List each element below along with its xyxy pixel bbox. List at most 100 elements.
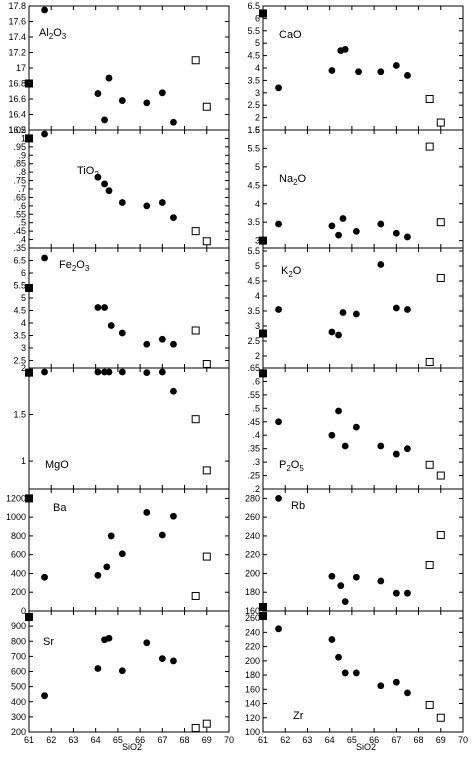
y-tick-label: .35: [247, 444, 260, 454]
x-tick-label: 61: [24, 735, 34, 745]
y-tick-label: 4: [21, 318, 26, 328]
y-tick-label: .75: [13, 176, 26, 186]
circle-point: [377, 442, 385, 450]
y-tick-label: 400: [11, 568, 26, 578]
panel-1: 1.5 2 2.5 3 3.5 4 4.5 5 5.5 6 6.5 CaO: [247, 1, 464, 135]
y-tick-label: .35: [13, 243, 26, 253]
y-tick-label: 1.5: [247, 125, 260, 135]
circle-point: [275, 220, 282, 228]
panel-label: Zr: [293, 710, 304, 722]
circle-point: [101, 180, 108, 188]
open-square-point: [425, 358, 434, 366]
open-square-point: [191, 415, 200, 424]
y-tick-label: 100: [245, 727, 260, 737]
y-tick-label: .5: [18, 218, 26, 228]
y-tick-label: 200: [11, 587, 26, 597]
y-tick-label: 260: [245, 613, 260, 623]
circle-point: [339, 309, 347, 316]
y-tick-label: 900: [11, 621, 26, 631]
y-tick-label: 4.5: [247, 51, 260, 61]
y-tick-label: 5.5: [13, 281, 26, 291]
y-tick-label: 16.4: [8, 110, 26, 120]
circle-point: [170, 214, 177, 222]
open-square-point: [436, 530, 445, 539]
circle-point: [328, 222, 336, 230]
y-tick-label: 5.5: [247, 246, 260, 256]
open-square-point: [425, 142, 434, 151]
y-tick-label: .4: [252, 430, 260, 440]
circle-point: [94, 173, 102, 181]
open-square-point: [202, 102, 211, 111]
filled-square-point: [259, 329, 267, 338]
circle-point: [341, 442, 349, 450]
y-tick-label: .55: [247, 390, 260, 400]
x-tick-label: 63: [68, 735, 78, 745]
panel-frame: [28, 610, 230, 733]
x-axis-label-left: SiO2: [122, 742, 142, 752]
panel-frame: [28, 5, 230, 131]
y-tick-label: 4: [255, 63, 260, 73]
circle-point: [170, 512, 177, 520]
y-tick-label: 16.8: [8, 79, 26, 89]
circle-point: [170, 340, 177, 348]
y-tick-label: 4.5: [13, 306, 26, 316]
circle-point: [335, 331, 342, 339]
circle-point: [352, 228, 360, 235]
circle-point: [337, 582, 345, 590]
panel-label: CaO: [279, 29, 302, 41]
y-tick-label: 17.8: [8, 1, 26, 11]
x-tick-label: 69: [436, 735, 446, 745]
y-tick-label: .25: [247, 471, 260, 481]
circle-point: [158, 335, 166, 343]
circle-point: [94, 368, 102, 376]
panel-frame: [262, 610, 464, 733]
y-tick-label: 240: [245, 627, 260, 637]
panel-7: .2 .25 .3 .35 .4 .45 .5 .55 .6 .65 P2O5: [247, 363, 464, 494]
circle-point: [101, 304, 108, 311]
x-tick-label: 67: [157, 735, 167, 745]
y-tick-label: .9: [18, 150, 26, 160]
x-tick-label: 63: [302, 735, 312, 745]
circle-point: [341, 598, 349, 606]
circle-point: [158, 368, 166, 376]
y-tick-label: .7: [18, 184, 26, 194]
y-tick-label: 5: [255, 38, 260, 48]
circle-point: [275, 625, 282, 633]
circle-point: [118, 97, 126, 104]
circle-point: [170, 118, 177, 126]
circle-point: [118, 550, 126, 558]
y-tick-label: 3.5: [13, 331, 26, 341]
x-tick-label: 69: [202, 735, 212, 745]
panel-label: Fe2O3: [59, 259, 90, 273]
open-square-point: [436, 471, 445, 480]
y-tick-label: 260: [245, 512, 260, 522]
x-tick-label: 64: [325, 735, 335, 745]
open-square-point: [436, 274, 445, 282]
y-tick-label: 160: [245, 606, 260, 616]
circle-point: [404, 689, 411, 697]
panel-3: 3 3.5 4 4.5 5 5.5 6 Na2O: [247, 125, 464, 249]
circle-point: [158, 531, 166, 539]
y-tick-label: 4: [255, 291, 260, 301]
y-tick-label: 2: [255, 351, 260, 361]
circle-point: [404, 72, 411, 79]
y-tick-label: 1: [21, 133, 26, 143]
y-tick-label: 280: [245, 493, 260, 503]
circle-point: [41, 254, 48, 262]
y-tick-label: 6.5: [13, 256, 26, 266]
y-tick-label: 6: [21, 268, 26, 278]
y-tick-label: 5: [255, 162, 260, 172]
circle-point: [328, 328, 336, 336]
circle-point: [118, 199, 126, 206]
y-tick-label: .45: [247, 417, 260, 427]
circle-point: [392, 229, 400, 237]
circle-point: [118, 667, 126, 675]
y-tick-label: 1.05: [8, 125, 26, 135]
y-tick-label: 3: [255, 321, 260, 331]
y-tick-label: 4.5: [247, 276, 260, 286]
circle-point: [328, 572, 336, 580]
y-tick-label: 6: [255, 125, 260, 135]
y-tick-label: .4: [18, 235, 26, 245]
y-tick-label: 17: [16, 63, 26, 73]
x-axis-label-right: SiO2: [356, 742, 376, 752]
